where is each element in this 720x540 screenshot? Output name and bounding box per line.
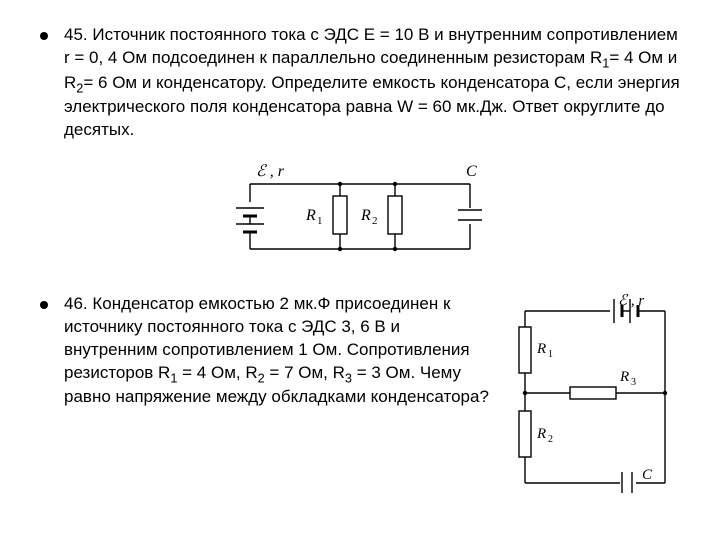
diagram-46-wrap: ℰ , rR1R2R3C [510, 293, 680, 498]
svg-text:R: R [536, 426, 546, 442]
bullet-icon [40, 301, 48, 309]
svg-text:ℰ , r: ℰ , r [618, 293, 644, 309]
svg-text:R: R [305, 207, 316, 224]
svg-text:1: 1 [317, 215, 323, 227]
svg-text:1: 1 [548, 349, 553, 360]
svg-text:C: C [466, 163, 477, 180]
problem-45: 45. Источник постоянного тока с ЭДС Е = … [40, 24, 680, 142]
problem-46-row: 46. Конденсатор емкостью 2 мк.Ф присоеди… [40, 293, 680, 498]
svg-text:ℰ , r: ℰ , r [256, 163, 285, 180]
svg-text:R: R [536, 341, 546, 357]
circuit-diagram-46: ℰ , rR1R2R3C [510, 293, 680, 493]
text-part: = 7 Ом, R [265, 363, 345, 382]
text-part: = 6 Ом и конденсатору. Определите емкост… [64, 73, 680, 140]
svg-text:R: R [619, 369, 629, 385]
diagram-45-wrap: ℰ , rR1R2C [40, 154, 680, 269]
svg-text:2: 2 [548, 434, 553, 445]
svg-text:R: R [360, 207, 371, 224]
bullet-icon [40, 32, 48, 40]
circuit-diagram-45: ℰ , rR1R2C [230, 154, 490, 264]
problem-46: 46. Конденсатор емкостью 2 мк.Ф присоеди… [40, 293, 494, 409]
text-part: = 4 Ом, R [177, 363, 257, 382]
text-part: 45. Источник постоянного тока с ЭДС Е = … [64, 25, 678, 67]
svg-text:C: C [642, 467, 653, 483]
problem-45-text: 45. Источник постоянного тока с ЭДС Е = … [64, 24, 680, 142]
subscript: 3 [345, 370, 352, 385]
subscript: 2 [258, 370, 265, 385]
problem-46-text: 46. Конденсатор емкостью 2 мк.Ф присоеди… [64, 293, 494, 409]
svg-text:3: 3 [631, 377, 636, 388]
svg-text:2: 2 [372, 215, 378, 227]
